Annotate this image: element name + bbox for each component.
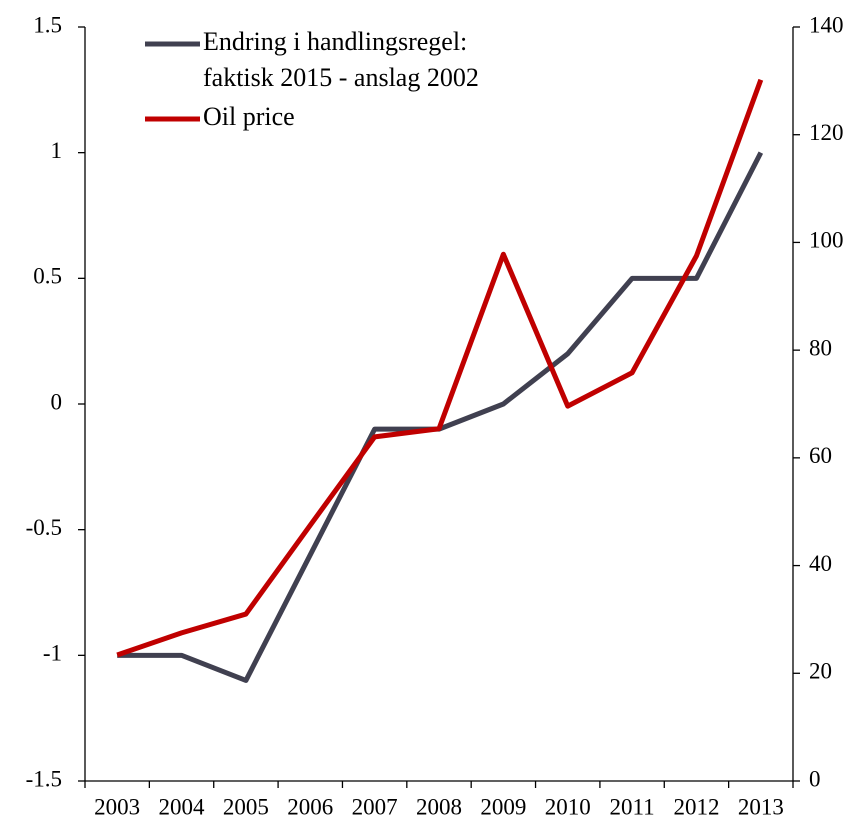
y-tick-label: -1.5 bbox=[26, 766, 62, 791]
y2-tick-label: 140 bbox=[809, 12, 844, 37]
x-tick-label: 2012 bbox=[673, 794, 719, 819]
x-tick-label: 2004 bbox=[159, 794, 206, 819]
y-tick-label: 0 bbox=[51, 389, 63, 414]
y-tick-label: 1 bbox=[51, 138, 63, 163]
y2-tick-label: 120 bbox=[809, 120, 844, 145]
legend-label: Endring i handlingsregel: faktisk 2015 - … bbox=[203, 27, 479, 92]
x-tick-label: 2006 bbox=[287, 794, 333, 819]
y-tick-label: 1.5 bbox=[33, 12, 62, 37]
x-tick-label: 2011 bbox=[610, 794, 655, 819]
x-tick-label: 2009 bbox=[480, 794, 526, 819]
y-tick-label: -0.5 bbox=[26, 515, 62, 540]
series-line bbox=[117, 151, 764, 683]
y2-tick-label: 40 bbox=[809, 551, 832, 576]
x-tick-label: 2007 bbox=[352, 794, 398, 819]
x-tick-label: 2010 bbox=[545, 794, 591, 819]
y2-tick-label: 100 bbox=[809, 228, 844, 253]
x-tick-label: 2008 bbox=[416, 794, 462, 819]
series-line bbox=[116, 78, 764, 658]
y2-tick-label: 60 bbox=[809, 443, 832, 468]
y-tick-label: 0.5 bbox=[33, 264, 62, 289]
x-tick-label: 2005 bbox=[223, 794, 269, 819]
x-tick-label: 2013 bbox=[738, 794, 784, 819]
legend-label: Oil price bbox=[203, 102, 295, 131]
y-tick-label: -1 bbox=[43, 641, 62, 666]
y2-tick-label: 0 bbox=[809, 766, 821, 791]
x-tick-label: 2003 bbox=[94, 794, 140, 819]
y2-tick-label: 20 bbox=[809, 659, 832, 684]
y2-tick-label: 80 bbox=[809, 335, 832, 360]
